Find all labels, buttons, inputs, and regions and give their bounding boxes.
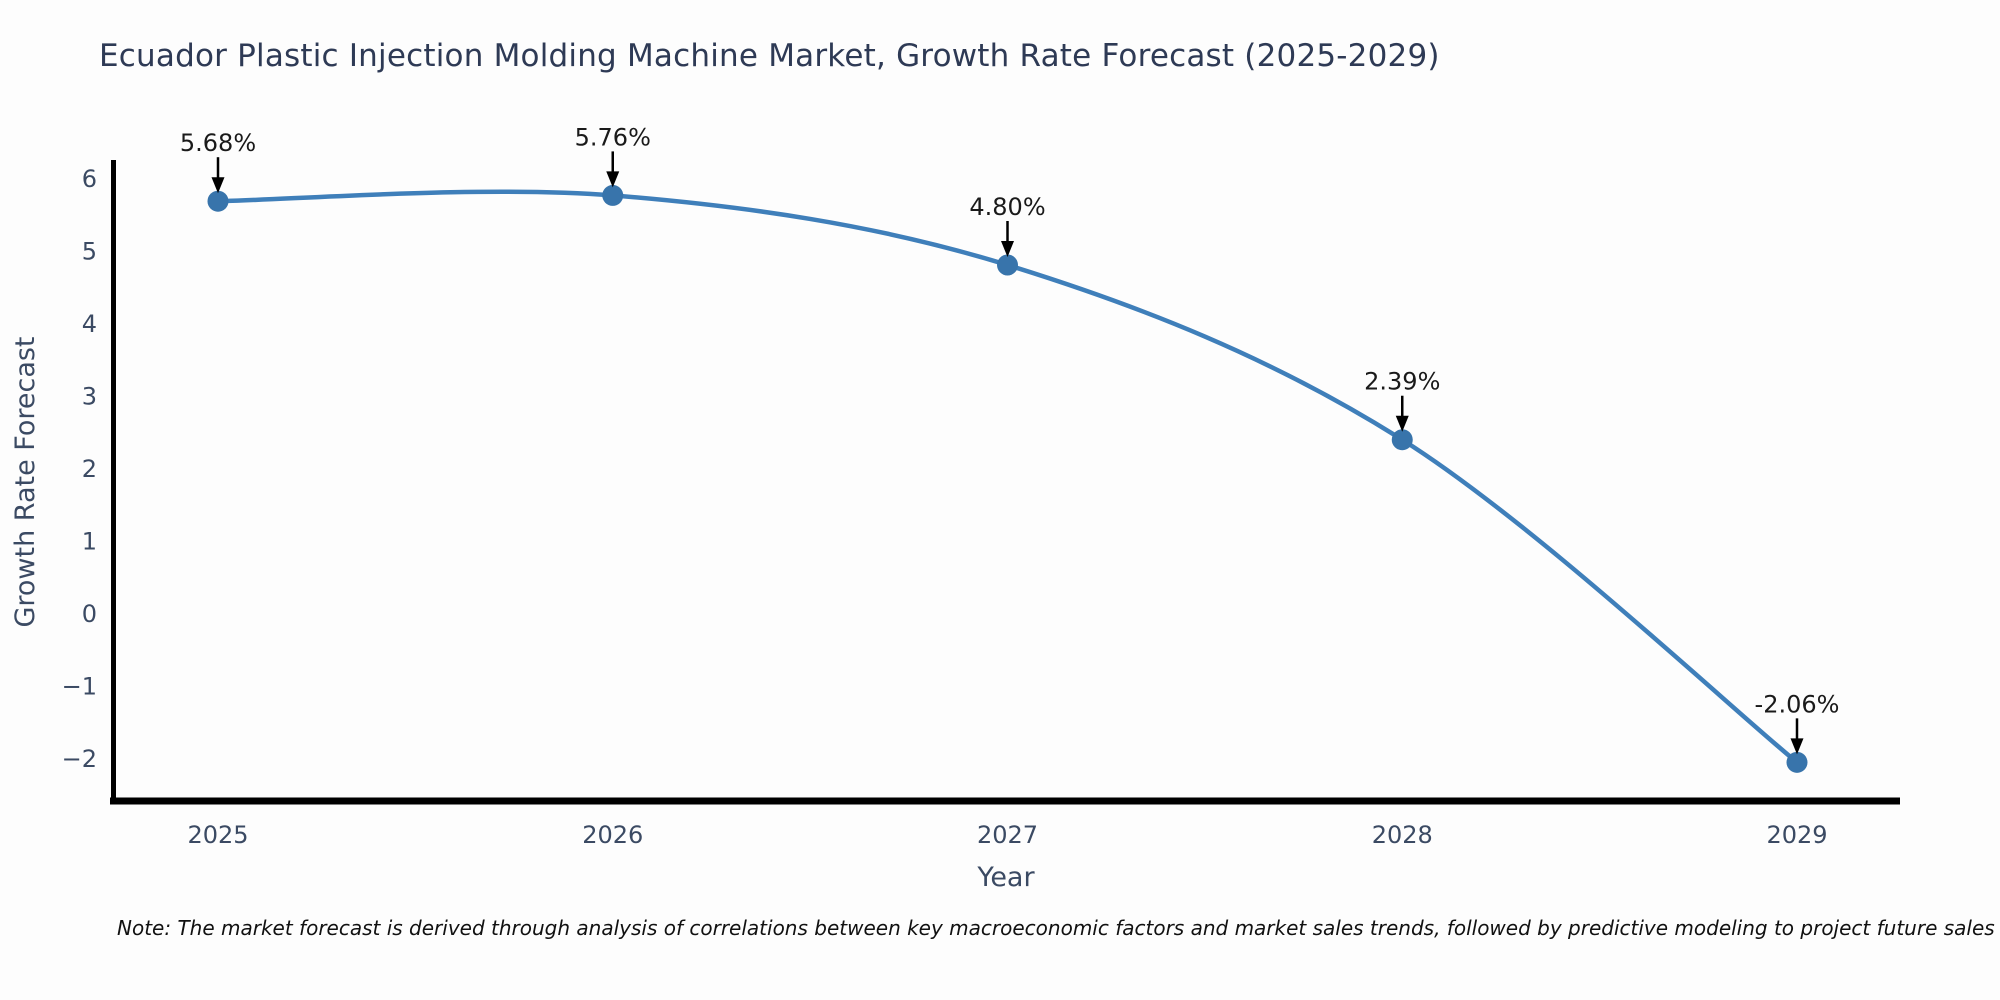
data-point-marker: [1786, 751, 1808, 773]
annotation-arrowhead-icon: [606, 171, 620, 188]
data-point-marker: [1391, 429, 1413, 451]
y-axis-title: Growth Rate Forecast: [10, 336, 41, 627]
annotation-arrowhead-icon: [1395, 415, 1409, 432]
annotation-arrowhead-icon: [1790, 738, 1804, 755]
chart-title: Ecuador Plastic Injection Molding Machin…: [99, 38, 1440, 74]
x-tick-label: 2025: [187, 821, 248, 849]
x-tick-label: 2027: [977, 821, 1038, 849]
y-tick-label: −1: [62, 673, 97, 701]
y-tick-label: −2: [62, 745, 97, 773]
annotation-arrowhead-icon: [211, 177, 225, 194]
y-tick-label: 6: [82, 165, 97, 193]
data-point-marker: [207, 190, 229, 212]
data-point-marker: [602, 184, 624, 206]
data-point-label: 5.76%: [575, 123, 651, 151]
y-tick-label: 1: [82, 528, 97, 556]
data-point-marker: [997, 254, 1018, 276]
x-axis-title: Year: [976, 862, 1035, 893]
annotation-arrowhead-icon: [1001, 241, 1014, 257]
data-point-label: 4.80%: [969, 193, 1045, 221]
x-tick-label: 2028: [1372, 821, 1433, 849]
data-point-label: 5.68%: [180, 129, 256, 157]
y-tick-label: 0: [82, 600, 97, 628]
footnote: Note: The market forecast is derived thr…: [117, 916, 1995, 940]
y-tick-label: 3: [82, 383, 97, 411]
line-series: [215, 189, 1800, 765]
y-tick-label: 2: [82, 455, 97, 483]
y-tick-label: 5: [82, 238, 97, 266]
data-point-label: -2.06%: [1755, 690, 1840, 718]
data-point-label: 2.39%: [1364, 368, 1440, 396]
y-tick-label: 4: [82, 310, 97, 338]
x-tick-label: 2026: [582, 821, 643, 849]
x-tick-label: 2029: [1766, 821, 1827, 849]
